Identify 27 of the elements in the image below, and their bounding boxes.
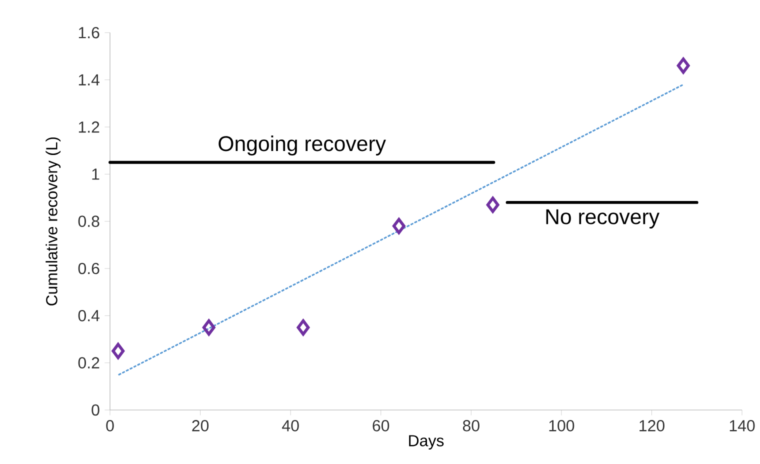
y-tick-label: 0.4 [78,310,100,322]
x-tick-label: 80 [462,420,480,432]
y-tick-label: 0.8 [78,216,100,227]
point [676,58,690,74]
y-axis-title: Cumulative recovery (L) [46,137,61,306]
x-tick-label: 140 [730,420,755,432]
x-tick-label: 60 [372,420,390,432]
series-label: No recovery [546,209,660,229]
point [112,342,125,360]
y-tick-label: 0.6 [78,262,100,274]
point [296,319,310,336]
x-tick-label: 120 [640,420,664,432]
y-tick-label: 1.6 [78,27,100,38]
point [486,196,500,213]
point [392,218,406,234]
y-tick-label: 1.2 [78,121,100,133]
point [202,319,216,336]
y-tick-label: 0.2 [78,357,100,368]
y-tick-label: 0 [92,404,100,416]
x-tick-label: 40 [282,420,299,432]
y-tick-label: 1 [92,168,100,180]
y-tick-label: 1.4 [78,74,100,86]
x-tick-label: 20 [192,420,209,432]
x-tick-label: 100 [549,420,574,432]
x-tick-label: 0 [106,420,114,432]
x-axis-title: Days [409,435,444,450]
series-label: Ongoing recovery [218,136,386,156]
